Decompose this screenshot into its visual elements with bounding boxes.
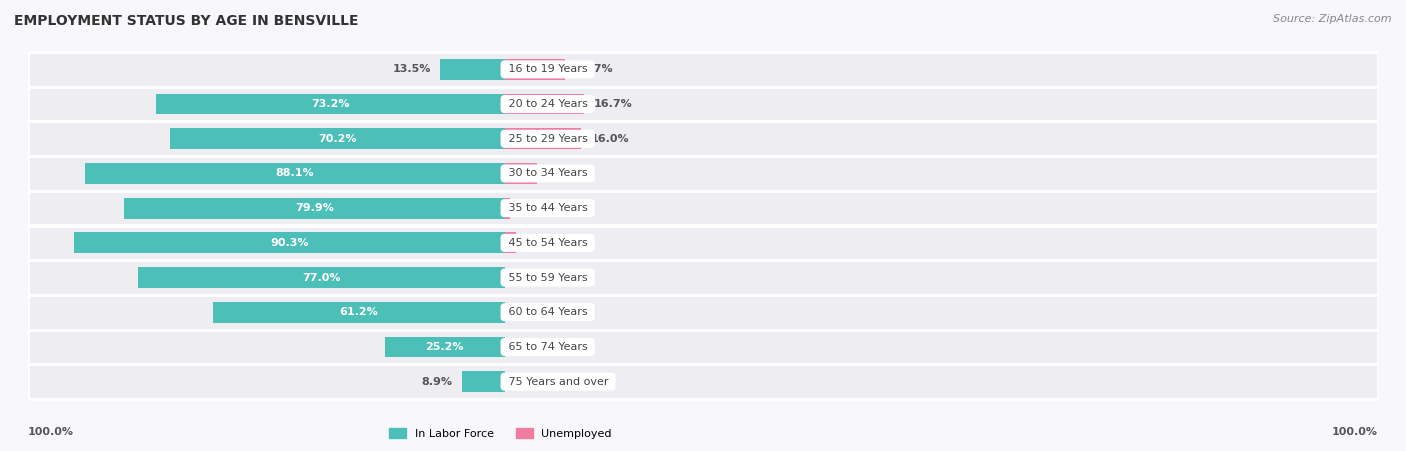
Text: 35 to 44 Years: 35 to 44 Years (505, 203, 591, 213)
Bar (28, 330, 1378, 364)
Text: 20 to 24 Years: 20 to 24 Years (505, 99, 591, 109)
Text: 65 to 74 Years: 65 to 74 Years (505, 342, 591, 352)
Text: 0.0%: 0.0% (515, 377, 544, 387)
Text: 100.0%: 100.0% (28, 428, 75, 437)
Text: 79.9%: 79.9% (295, 203, 333, 213)
Bar (28, 156, 1378, 191)
Text: 1.2%: 1.2% (520, 203, 551, 213)
Bar (505, 232, 516, 253)
Text: 100.0%: 100.0% (1331, 428, 1378, 437)
Bar (212, 302, 505, 322)
Bar (124, 198, 505, 219)
Bar (440, 59, 505, 80)
Bar (505, 198, 510, 219)
Bar (138, 267, 505, 288)
Bar (156, 94, 505, 115)
Text: Source: ZipAtlas.com: Source: ZipAtlas.com (1274, 14, 1392, 23)
Text: 8.9%: 8.9% (422, 377, 453, 387)
Bar (75, 232, 505, 253)
Text: 55 to 59 Years: 55 to 59 Years (505, 272, 591, 282)
Text: 0.0%: 0.0% (515, 342, 544, 352)
Bar (28, 52, 1378, 87)
Text: 70.2%: 70.2% (318, 134, 357, 144)
Bar (505, 163, 537, 184)
Bar (84, 163, 505, 184)
Text: 6.8%: 6.8% (547, 169, 578, 179)
Text: 0.0%: 0.0% (515, 307, 544, 317)
Bar (28, 191, 1378, 226)
Text: 90.3%: 90.3% (270, 238, 309, 248)
Text: 0.0%: 0.0% (515, 272, 544, 282)
Text: 73.2%: 73.2% (311, 99, 350, 109)
Text: EMPLOYMENT STATUS BY AGE IN BENSVILLE: EMPLOYMENT STATUS BY AGE IN BENSVILLE (14, 14, 359, 28)
Text: 13.5%: 13.5% (392, 64, 430, 74)
Text: 16 to 19 Years: 16 to 19 Years (505, 64, 591, 74)
Bar (505, 94, 583, 115)
Text: 16.0%: 16.0% (591, 134, 628, 144)
Bar (505, 129, 581, 149)
Text: 25.2%: 25.2% (425, 342, 464, 352)
Text: 60 to 64 Years: 60 to 64 Years (505, 307, 591, 317)
Text: 75 Years and over: 75 Years and over (505, 377, 612, 387)
Bar (463, 371, 505, 392)
Text: 88.1%: 88.1% (276, 169, 314, 179)
Bar (28, 364, 1378, 399)
Bar (28, 226, 1378, 260)
Text: 45 to 54 Years: 45 to 54 Years (505, 238, 591, 248)
Bar (28, 121, 1378, 156)
Text: 61.2%: 61.2% (339, 307, 378, 317)
Bar (505, 59, 565, 80)
Text: 12.7%: 12.7% (575, 64, 613, 74)
Legend: In Labor Force, Unemployed: In Labor Force, Unemployed (385, 424, 616, 444)
Bar (28, 260, 1378, 295)
Text: 30 to 34 Years: 30 to 34 Years (505, 169, 591, 179)
Text: 25 to 29 Years: 25 to 29 Years (505, 134, 591, 144)
Text: 16.7%: 16.7% (593, 99, 633, 109)
Bar (28, 87, 1378, 121)
Bar (384, 336, 505, 357)
Text: 2.3%: 2.3% (524, 238, 555, 248)
Text: 77.0%: 77.0% (302, 272, 340, 282)
Bar (28, 295, 1378, 330)
Bar (170, 129, 505, 149)
